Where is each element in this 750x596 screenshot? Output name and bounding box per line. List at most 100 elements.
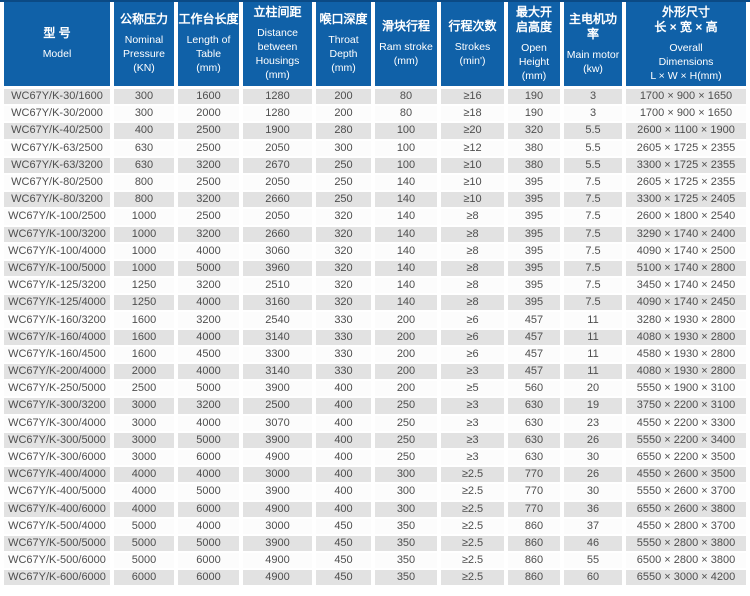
spec-cell-strokes: ≥6 xyxy=(441,346,504,364)
spec-cell-strokes: ≥8 xyxy=(441,295,504,313)
model-cell: WC67Y/K-160/3200 xyxy=(4,312,110,330)
spec-cell-table-length: 1600 xyxy=(178,89,239,107)
header-cell-table-length: 工作台长度 Length of Table (mm) xyxy=(178,2,239,89)
spec-cell-strokes: ≥16 xyxy=(441,89,504,107)
spec-cell-ram-stroke: 140 xyxy=(375,209,437,227)
spec-cell-table-length: 2500 xyxy=(178,174,239,193)
spec-cell-dimensions: 3300 × 1725 × 2405 xyxy=(626,192,746,210)
spec-cell-nominal-pressure: 1600 xyxy=(114,346,174,364)
spec-cell-main-motor: 20 xyxy=(564,381,622,399)
spec-cell-table-length: 5000 xyxy=(178,535,239,554)
spec-cell-housing-distance: 3070 xyxy=(243,415,312,433)
table-row: WC67Y/K-100/5000 1000 5000 3960 320 140 ≥8 395 7… xyxy=(4,260,746,279)
model-cell: WC67Y/K-300/4000 xyxy=(4,415,110,433)
model-cell: WC67Y/K-500/5000 xyxy=(4,535,110,554)
table-row: WC67Y/K-80/3200 800 3200 2660 250 140 ≥10 395 7.… xyxy=(4,192,746,210)
spec-cell-ram-stroke: 250 xyxy=(375,415,437,433)
model-cell: WC67Y/K-300/3200 xyxy=(4,398,110,416)
spec-cell-open-height: 395 xyxy=(508,192,560,210)
spec-cell-strokes: ≥12 xyxy=(441,140,504,158)
header-label-cn: 滑块行程 xyxy=(381,19,430,34)
spec-cell-dimensions: 4550 × 2800 × 3700 xyxy=(626,518,746,536)
spec-cell-housing-distance: 4900 xyxy=(243,449,312,468)
table-row: WC67Y/K-600/6000 6000 6000 4900 450 350 ≥2.5 86… xyxy=(4,570,746,588)
spec-cell-open-height: 395 xyxy=(508,243,560,261)
spec-cell-table-length: 2500 xyxy=(178,123,239,141)
spec-cell-ram-stroke: 200 xyxy=(375,381,437,399)
model-cell: WC67Y/K-500/4000 xyxy=(4,518,110,536)
spec-cell-housing-distance: 3960 xyxy=(243,260,312,279)
header-label-cn: 行程次数 xyxy=(448,19,497,34)
spec-cell-main-motor: 3 xyxy=(564,106,622,124)
spec-table-body: WC67Y/K-30/1600 300 1600 1280 200 80 ≥16 190 3 17… xyxy=(4,89,746,588)
spec-cell-table-length: 3200 xyxy=(178,226,239,244)
spec-cell-ram-stroke: 100 xyxy=(375,157,437,175)
spec-cell-table-length: 4500 xyxy=(178,346,239,364)
model-cell: WC67Y/K-63/2500 xyxy=(4,140,110,158)
header-cell-dimensions: 外形尺寸 长 × 宽 × 高 Overall Dimensions L × W ×… xyxy=(626,2,746,89)
spec-cell-main-motor: 11 xyxy=(564,364,622,382)
spec-cell-strokes: ≥8 xyxy=(441,278,504,296)
spec-cell-dimensions: 3280 × 1930 × 2800 xyxy=(626,312,746,330)
model-cell: WC67Y/K-300/6000 xyxy=(4,449,110,468)
spec-cell-strokes: ≥2.5 xyxy=(441,518,504,536)
spec-cell-strokes: ≥3 xyxy=(441,364,504,382)
table-row: WC67Y/K-500/4000 5000 4000 3000 450 350 ≥2.5 86… xyxy=(4,518,746,536)
header-label-cn: 工作台长度 xyxy=(178,12,239,27)
spec-cell-housing-distance: 3900 xyxy=(243,484,312,502)
spec-cell-ram-stroke: 300 xyxy=(375,484,437,502)
header-label-cn: 公称压力 xyxy=(119,12,168,27)
spec-cell-throat-depth: 450 xyxy=(316,570,371,588)
header-label-en: Model xyxy=(42,47,72,60)
spec-cell-strokes: ≥8 xyxy=(441,260,504,279)
table-row: WC67Y/K-300/5000 3000 5000 3900 400 250 ≥3 630 2… xyxy=(4,432,746,450)
spec-cell-dimensions: 3300 × 1725 × 2355 xyxy=(626,157,746,175)
spec-cell-nominal-pressure: 2000 xyxy=(114,364,174,382)
spec-cell-open-height: 380 xyxy=(508,140,560,158)
table-row: WC67Y/K-500/5000 5000 5000 3900 450 350 ≥2.5 86… xyxy=(4,535,746,554)
spec-cell-strokes: ≥8 xyxy=(441,226,504,244)
spec-cell-strokes: ≥2.5 xyxy=(441,501,504,519)
spec-cell-nominal-pressure: 1250 xyxy=(114,278,174,296)
spec-cell-ram-stroke: 140 xyxy=(375,260,437,279)
spec-cell-throat-depth: 300 xyxy=(316,140,371,158)
spec-cell-housing-distance: 1900 xyxy=(243,123,312,141)
header-label-cn: 主电机功率 xyxy=(568,11,617,42)
table-row: WC67Y/K-80/2500 800 2500 2050 250 140 ≥10 395 7.… xyxy=(4,174,746,193)
spec-cell-dimensions: 5550 × 1900 × 3100 xyxy=(626,381,746,399)
spec-cell-main-motor: 55 xyxy=(564,553,622,571)
spec-cell-table-length: 4000 xyxy=(178,415,239,433)
model-cell: WC67Y/K-30/1600 xyxy=(4,89,110,107)
model-cell: WC67Y/K-160/4500 xyxy=(4,346,110,364)
spec-cell-table-length: 3200 xyxy=(178,398,239,416)
spec-cell-dimensions: 4550 × 2600 × 3500 xyxy=(626,467,746,485)
model-cell: WC67Y/K-100/5000 xyxy=(4,260,110,279)
spec-cell-ram-stroke: 140 xyxy=(375,243,437,261)
spec-cell-open-height: 457 xyxy=(508,346,560,364)
spec-cell-main-motor: 26 xyxy=(564,432,622,450)
spec-cell-ram-stroke: 300 xyxy=(375,467,437,485)
header-label-en: Open Height (mm) xyxy=(518,41,550,82)
spec-cell-main-motor: 26 xyxy=(564,467,622,485)
header-label-cn: 喉口深度 xyxy=(319,12,368,27)
spec-cell-table-length: 5000 xyxy=(178,381,239,399)
table-row: WC67Y/K-300/4000 3000 4000 3070 400 250 ≥3 630 2… xyxy=(4,415,746,433)
table-row: WC67Y/K-30/1600 300 1600 1280 200 80 ≥16 190 3 17… xyxy=(4,89,746,107)
spec-cell-nominal-pressure: 630 xyxy=(114,157,174,175)
spec-cell-housing-distance: 2510 xyxy=(243,278,312,296)
spec-cell-table-length: 6000 xyxy=(178,570,239,588)
table-row: WC67Y/K-400/5000 4000 5000 3900 400 300 ≥2.5 77… xyxy=(4,484,746,502)
spec-cell-throat-depth: 320 xyxy=(316,260,371,279)
table-row: WC67Y/K-100/2500 1000 2500 2050 320 140 ≥8 395 7… xyxy=(4,209,746,227)
spec-cell-throat-depth: 320 xyxy=(316,226,371,244)
spec-cell-ram-stroke: 100 xyxy=(375,123,437,141)
spec-cell-main-motor: 7.5 xyxy=(564,226,622,244)
spec-cell-dimensions: 2605 × 1725 × 2355 xyxy=(626,140,746,158)
header-cell-throat-depth: 喉口深度 Throat Depth (mm) xyxy=(316,2,371,89)
spec-cell-table-length: 3200 xyxy=(178,312,239,330)
spec-cell-open-height: 457 xyxy=(508,329,560,347)
spec-cell-table-length: 6000 xyxy=(178,449,239,468)
spec-cell-nominal-pressure: 1000 xyxy=(114,243,174,261)
